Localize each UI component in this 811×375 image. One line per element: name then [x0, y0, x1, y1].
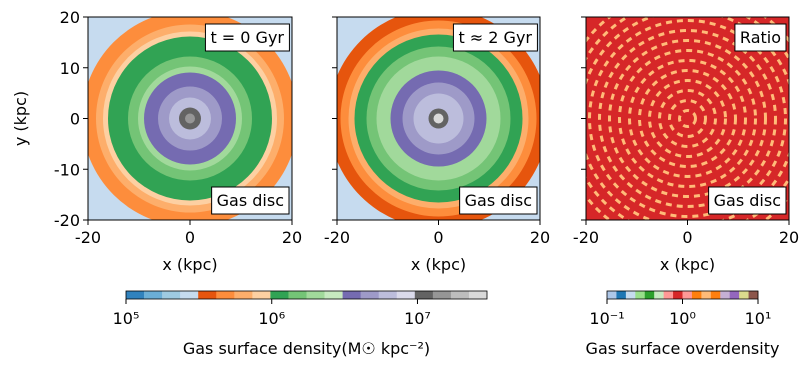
colorbar-swatch [397, 291, 415, 299]
annotation: Ratio [740, 28, 781, 47]
y-tick-label: 0 [70, 110, 80, 129]
y-tick-label: 10 [60, 59, 80, 78]
colorbar-label: Gas surface density(M☉ kpc⁻²) [183, 339, 430, 358]
x-tick-label: -20 [324, 228, 350, 247]
colorbar-swatch [126, 291, 144, 299]
colorbar-swatch [325, 291, 343, 299]
colorbar-swatch [673, 291, 683, 299]
colorbar-tick-label: 10¹ [745, 309, 772, 328]
colorbar-swatch [144, 291, 162, 299]
colorbar-swatch [198, 291, 216, 299]
colorbar-swatch [749, 291, 759, 299]
x-tick-label: 0 [185, 228, 195, 247]
annotation: t = 0 Gyr [210, 28, 284, 47]
x-tick-label: 20 [779, 228, 799, 247]
x-tick-label: 0 [433, 228, 443, 247]
colorbar-swatch [252, 291, 270, 299]
colorbar-swatch [180, 291, 198, 299]
colorbar-swatch [162, 291, 180, 299]
annotation: t ≈ 2 Gyr [458, 28, 532, 47]
colorbar-swatch [415, 291, 433, 299]
colorbar-swatch [711, 291, 721, 299]
colorbar-swatch [701, 291, 711, 299]
colorbar-tick-label: 10⁷ [404, 309, 431, 328]
colorbar-swatch [234, 291, 252, 299]
y-tick-label: 20 [60, 8, 80, 27]
y-axis-label: y (kpc) [11, 91, 30, 146]
x-tick-label: -20 [573, 228, 599, 247]
y-tick-label: -20 [54, 211, 80, 230]
colorbar-swatch [645, 291, 655, 299]
x-axis-label: x (kpc) [162, 255, 217, 274]
colorbar-swatch [730, 291, 740, 299]
colorbar-swatch [270, 291, 288, 299]
colorbar-swatch [307, 291, 325, 299]
colorbar-swatch [361, 291, 379, 299]
annotation: Gas disc [714, 191, 781, 210]
colorbar-tick-label: 10⁵ [113, 309, 140, 328]
colorbar-tick-label: 10⁶ [258, 309, 285, 328]
x-tick-label: 20 [282, 228, 302, 247]
colorbar-swatch [683, 291, 693, 299]
colorbar-swatch [469, 291, 487, 299]
x-tick-label: 0 [682, 228, 692, 247]
y-tick-label: -10 [54, 160, 80, 179]
colorbar-swatch [635, 291, 645, 299]
colorbar-swatch [692, 291, 702, 299]
x-tick-label: 20 [530, 228, 550, 247]
colorbar-tick-label: 10⁻¹ [589, 309, 624, 328]
colorbar-swatch [626, 291, 636, 299]
colorbar-swatch [451, 291, 469, 299]
annotation: Gas disc [217, 191, 284, 210]
x-axis-label: x (kpc) [411, 255, 466, 274]
x-axis-label: x (kpc) [660, 255, 715, 274]
x-tick-label: -20 [75, 228, 101, 247]
colorbar-swatch [654, 291, 664, 299]
colorbar-swatch [216, 291, 234, 299]
colorbar-swatch [607, 291, 617, 299]
colorbar-swatch [433, 291, 451, 299]
colorbar-label: Gas surface overdensity [586, 339, 780, 358]
colorbar-swatch [343, 291, 361, 299]
colorbar-swatch [288, 291, 306, 299]
colorbar-swatch [720, 291, 730, 299]
annotation: Gas disc [465, 191, 532, 210]
colorbar-swatch [616, 291, 626, 299]
colorbar-tick-label: 10⁰ [669, 309, 696, 328]
colorbar-swatch [379, 291, 397, 299]
colorbar-swatch [739, 291, 749, 299]
colorbar-swatch [664, 291, 674, 299]
